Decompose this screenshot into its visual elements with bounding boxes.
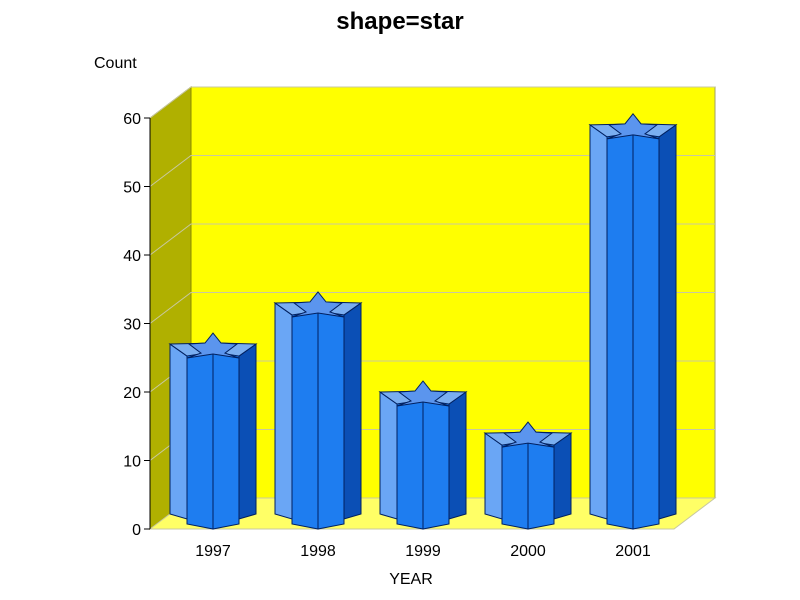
y-tick-label: 0 <box>132 522 141 539</box>
y-tick-label: 60 <box>123 111 141 128</box>
bar-front-left <box>501 440 529 530</box>
bar-1998 <box>273 291 363 530</box>
x-tick-label: 1999 <box>405 543 441 560</box>
bar-1997 <box>168 332 258 530</box>
bar-star-cap <box>186 332 240 359</box>
bar-front-left <box>186 351 214 530</box>
bar-right-face <box>658 123 677 520</box>
bar-front-right <box>212 351 240 530</box>
y-tick-label: 40 <box>123 248 141 265</box>
chart-title: shape=star <box>336 8 464 35</box>
bar-star-cap <box>291 291 345 318</box>
bar-star-cap <box>501 421 555 448</box>
bar-front-left <box>606 132 634 530</box>
y-axis-label: Count <box>94 55 137 72</box>
bar-left-face <box>379 391 398 520</box>
x-tick-label: 2000 <box>510 543 546 560</box>
bar-right-face <box>553 432 572 520</box>
bar-front-left <box>291 310 319 530</box>
bar-2001 <box>588 113 678 530</box>
bar-right-face <box>448 391 467 520</box>
x-tick-label: 2001 <box>615 543 651 560</box>
y-tick-label: 30 <box>123 317 141 334</box>
bar-front-right <box>632 132 660 530</box>
bar-star-cap <box>396 380 450 407</box>
x-tick-label: 1997 <box>195 543 231 560</box>
gridline <box>149 223 715 256</box>
bar-front-right <box>422 399 450 530</box>
x-tick-label: 1998 <box>300 543 336 560</box>
bar-star-cap <box>606 113 660 140</box>
bar-right-face <box>343 301 362 520</box>
y-tick-label: 20 <box>123 385 141 402</box>
gridline <box>149 292 715 324</box>
y-tick-label: 50 <box>123 180 141 197</box>
bar-front-left <box>396 399 424 530</box>
bar-left-face <box>169 343 188 520</box>
x-axis-label: YEAR <box>389 571 433 588</box>
bar-front-right <box>317 310 345 530</box>
gridline <box>149 155 715 187</box>
bar-left-face <box>274 301 293 520</box>
bar-1999 <box>378 380 468 530</box>
bar-left-face <box>589 123 608 520</box>
bar-front-right <box>527 440 555 530</box>
y-tick-label: 10 <box>123 454 141 471</box>
bar-right-face <box>238 343 257 520</box>
gridline <box>149 86 715 119</box>
bar-left-face <box>484 432 503 520</box>
bar-2000 <box>483 421 573 530</box>
